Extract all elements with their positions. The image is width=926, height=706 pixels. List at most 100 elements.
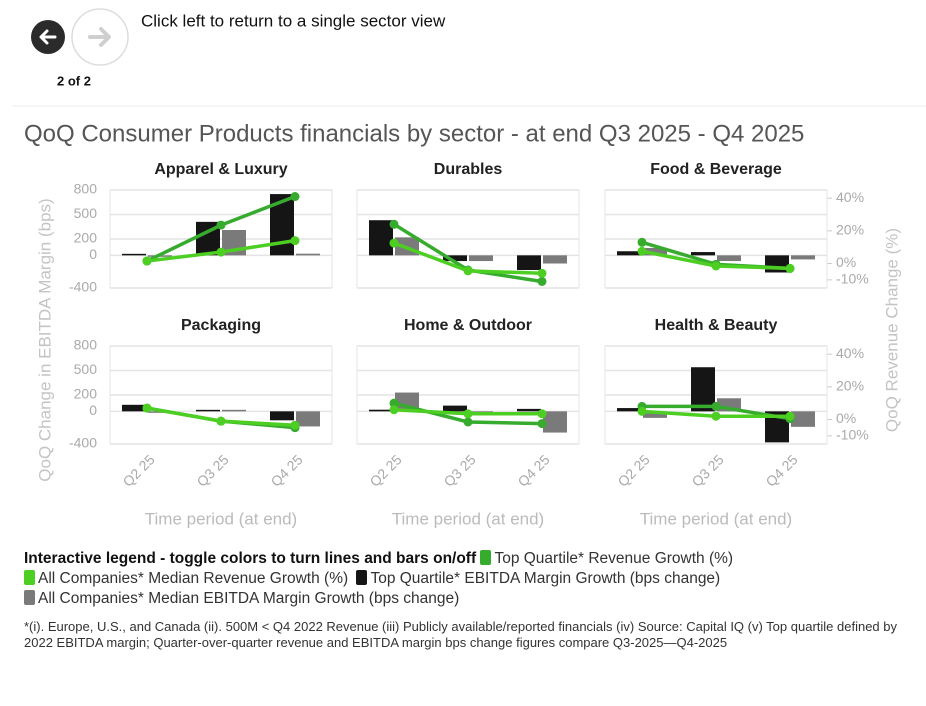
y2-tick-label: 40% xyxy=(836,345,864,361)
bar xyxy=(691,367,715,412)
point xyxy=(537,276,547,286)
bar xyxy=(643,247,667,256)
point xyxy=(389,398,399,408)
y2-tick-label: 20% xyxy=(836,378,864,394)
bar xyxy=(369,220,393,256)
x-tick-label: Q2 25 xyxy=(366,451,404,489)
bar xyxy=(717,255,741,262)
legend-item[interactable]: Top Quartile* Revenue Growth (%) xyxy=(480,550,733,567)
y-tick-label: 200 xyxy=(74,230,98,246)
point xyxy=(463,409,473,419)
y2-axis-label: QoQ Revenue Change (%) xyxy=(882,228,901,432)
y-axis-label: QoQ Change in EBITDA Margin (bps) xyxy=(35,198,54,481)
x-tick-label: Q3 25 xyxy=(440,451,478,489)
x-axis-label: Time period (at end) xyxy=(392,509,544,528)
facet-title: Durables xyxy=(434,161,503,178)
point xyxy=(537,268,547,278)
point xyxy=(711,411,721,421)
footnote: *(i). Europe, U.S., and Canada (ii). 500… xyxy=(24,619,897,650)
bar xyxy=(617,251,641,256)
bar xyxy=(196,409,220,412)
y2-tick-label: 0% xyxy=(836,410,856,426)
point xyxy=(463,266,473,276)
y-tick-label: 800 xyxy=(74,181,98,197)
point xyxy=(785,411,795,421)
point xyxy=(711,261,721,271)
y-tick-label: 200 xyxy=(74,386,98,402)
facet-title: Packaging xyxy=(181,317,261,334)
legend-swatch xyxy=(24,570,35,585)
y-tick-label: 800 xyxy=(74,337,98,353)
bar xyxy=(691,252,715,256)
bar xyxy=(543,411,567,433)
legend-swatch xyxy=(24,590,35,605)
legend: Interactive legend - toggle colors to tu… xyxy=(24,549,804,609)
legend-swatch xyxy=(480,550,492,565)
legend-label: All Companies* Median EBITDA Margin Grow… xyxy=(38,590,460,607)
facet-title: Apparel & Luxury xyxy=(154,161,287,178)
bar xyxy=(791,411,815,427)
y2-tick-label: 0% xyxy=(836,254,856,270)
point xyxy=(142,403,152,413)
y2-tick-label: -10% xyxy=(836,427,869,443)
facet-title: Food & Beverage xyxy=(650,161,782,178)
bar xyxy=(222,409,246,412)
y2-tick-label: 20% xyxy=(836,222,864,238)
point xyxy=(637,237,647,247)
bar xyxy=(443,255,467,262)
bar xyxy=(296,411,320,427)
bar xyxy=(617,408,641,412)
bar xyxy=(469,255,493,262)
bar xyxy=(122,253,146,256)
y-tick-label: 500 xyxy=(74,205,98,221)
x-tick-label: Q2 25 xyxy=(119,451,157,489)
bar xyxy=(296,253,320,256)
y2-tick-label: 40% xyxy=(836,189,864,205)
y-tick-label: 0 xyxy=(89,402,97,418)
bar xyxy=(543,255,567,264)
x-axis-label: Time period (at end) xyxy=(640,509,792,528)
x-tick-label: Q3 25 xyxy=(688,451,726,489)
bar xyxy=(791,255,815,260)
legend-item[interactable]: Top Quartile* EBITDA Margin Growth (bps … xyxy=(356,570,720,587)
point xyxy=(537,419,547,429)
legend-swatch xyxy=(356,570,368,585)
point xyxy=(142,256,152,266)
point xyxy=(711,401,721,411)
chart: Click left to return to a single sector … xyxy=(12,8,926,528)
x-tick-label: Q4 25 xyxy=(514,451,552,489)
bar xyxy=(517,408,541,412)
back-button[interactable] xyxy=(31,20,65,54)
x-axis-label: Time period (at end) xyxy=(145,509,297,528)
point xyxy=(216,220,226,230)
bar xyxy=(369,409,393,412)
legend-label: Top Quartile* EBITDA Margin Growth (bps … xyxy=(370,570,721,587)
facet-title: Home & Outdoor xyxy=(404,317,532,334)
x-tick-label: Q2 25 xyxy=(614,451,652,489)
bar xyxy=(122,404,146,412)
point xyxy=(290,236,300,246)
point xyxy=(637,406,647,416)
legend-label: Top Quartile* Revenue Growth (%) xyxy=(494,550,734,567)
point xyxy=(785,263,795,273)
bar xyxy=(270,411,294,421)
legend-item[interactable]: All Companies* Median Revenue Growth (%) xyxy=(24,570,348,587)
point xyxy=(290,192,300,202)
point xyxy=(216,247,226,257)
x-tick-label: Q4 25 xyxy=(762,451,800,489)
legend-label: All Companies* Median Revenue Growth (%) xyxy=(38,570,349,587)
bar xyxy=(517,255,541,271)
bar xyxy=(643,411,667,418)
y-tick-label: 500 xyxy=(74,361,98,377)
instruction: Click left to return to a single sector … xyxy=(141,11,446,30)
legend-item[interactable]: All Companies* Median EBITDA Margin Grow… xyxy=(24,590,459,607)
point xyxy=(537,409,547,419)
x-tick-label: Q3 25 xyxy=(193,451,231,489)
y-tick-label: -400 xyxy=(69,279,97,295)
y-tick-label: 0 xyxy=(89,246,97,262)
point xyxy=(463,417,473,427)
forward-button[interactable] xyxy=(71,8,129,66)
page-indicator: 2 of 2 xyxy=(57,73,91,88)
bar xyxy=(443,405,467,412)
